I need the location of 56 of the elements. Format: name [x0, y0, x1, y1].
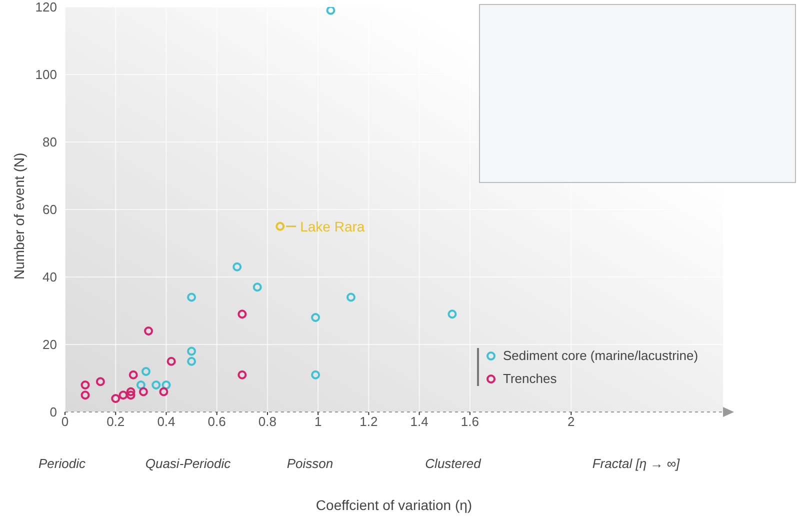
point	[162, 380, 171, 390]
text: Clustered	[424, 456, 482, 471]
point	[128, 370, 138, 380]
x-tick-label: 0.2	[106, 414, 125, 430]
y-tick-label: 40	[42, 270, 57, 285]
legend-label: Trenches	[503, 370, 557, 388]
point	[326, 7, 336, 15]
point	[238, 370, 247, 380]
point	[80, 380, 90, 390]
x-tick-label: 0	[61, 414, 69, 430]
point	[96, 377, 105, 386]
y-tick-label: 0	[50, 404, 57, 420]
y-tick-label: 100	[35, 67, 57, 82]
point	[187, 356, 196, 366]
annotation: Lake Rara	[300, 218, 365, 234]
point	[187, 292, 196, 302]
point	[252, 282, 262, 292]
point	[159, 387, 168, 396]
point	[126, 390, 136, 400]
x-tick-label: 0.6	[208, 414, 226, 430]
text: Poisson	[286, 456, 334, 471]
point	[187, 346, 196, 356]
x-tick-label: 2	[568, 414, 575, 430]
point	[448, 310, 457, 319]
point	[144, 326, 154, 336]
x-tick-label: 0.8	[258, 414, 276, 430]
y-axis-title: Number of event (N)	[10, 152, 27, 280]
point	[118, 390, 128, 400]
point	[311, 370, 320, 380]
text: Fractal [η → ∞]	[591, 456, 681, 471]
y-tick-label: 60	[42, 202, 57, 218]
y-tick-label: 20	[42, 337, 57, 352]
x-tick-label: 1.6	[460, 414, 479, 430]
point	[152, 380, 161, 390]
y-tick-label: 80	[42, 134, 57, 150]
x-tick-label: 1	[314, 414, 322, 430]
x-tick-label: 1.2	[360, 414, 378, 430]
point	[232, 262, 242, 272]
text: Quasi-Periodic	[144, 456, 232, 471]
x-tick-label: 1.4	[410, 414, 428, 430]
point	[238, 310, 247, 319]
legend-label: Sediment core (marine/lacustrine)	[503, 347, 698, 365]
text: Periodic	[38, 456, 86, 471]
point	[141, 367, 150, 376]
point	[311, 313, 320, 322]
point	[166, 356, 176, 366]
y-tick-label: 120	[35, 0, 57, 15]
x-tick-label: 0.4	[157, 414, 176, 430]
point	[346, 292, 356, 302]
point	[138, 387, 148, 396]
point	[80, 390, 90, 400]
point	[136, 380, 146, 390]
point	[276, 222, 285, 231]
point	[111, 394, 120, 403]
x-axis-title: Coeffcient of variation (η)	[316, 497, 472, 513]
point	[126, 387, 136, 396]
